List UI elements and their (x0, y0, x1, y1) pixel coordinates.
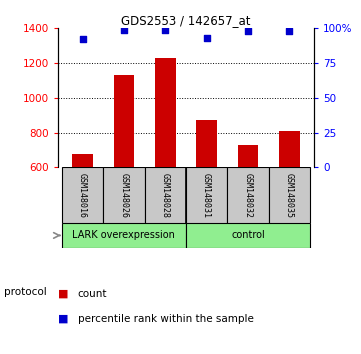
Bar (62, 167, 103, 223)
Bar (144, 167, 186, 223)
Text: ■: ■ (58, 314, 68, 324)
Text: GSM148026: GSM148026 (119, 173, 129, 218)
Text: ■: ■ (58, 289, 68, 299)
Bar (238, 145, 258, 167)
Point (286, 28, 292, 34)
Point (162, 27, 168, 33)
Bar (62, 223, 186, 248)
Text: control: control (231, 230, 265, 240)
Text: GSM148032: GSM148032 (243, 173, 252, 218)
Text: GSM148016: GSM148016 (78, 173, 87, 218)
Text: count: count (78, 289, 107, 299)
Text: GSM148035: GSM148035 (285, 173, 294, 218)
Bar (186, 223, 310, 248)
Text: LARK overexpression: LARK overexpression (73, 230, 175, 240)
Bar (114, 75, 134, 167)
Point (245, 28, 251, 34)
Point (80, 36, 86, 42)
Text: protocol: protocol (4, 287, 46, 297)
Bar (155, 58, 175, 167)
Bar (279, 131, 300, 167)
Text: percentile rank within the sample: percentile rank within the sample (78, 314, 253, 324)
Bar (227, 167, 269, 223)
Bar (186, 167, 227, 223)
Point (121, 27, 127, 33)
Bar (196, 120, 217, 167)
Text: GSM148028: GSM148028 (161, 173, 170, 218)
Bar (103, 167, 144, 223)
Title: GDS2553 / 142657_at: GDS2553 / 142657_at (121, 14, 251, 27)
Text: GSM148031: GSM148031 (202, 173, 211, 218)
Bar (72, 154, 93, 167)
Point (204, 35, 209, 41)
Bar (269, 167, 310, 223)
